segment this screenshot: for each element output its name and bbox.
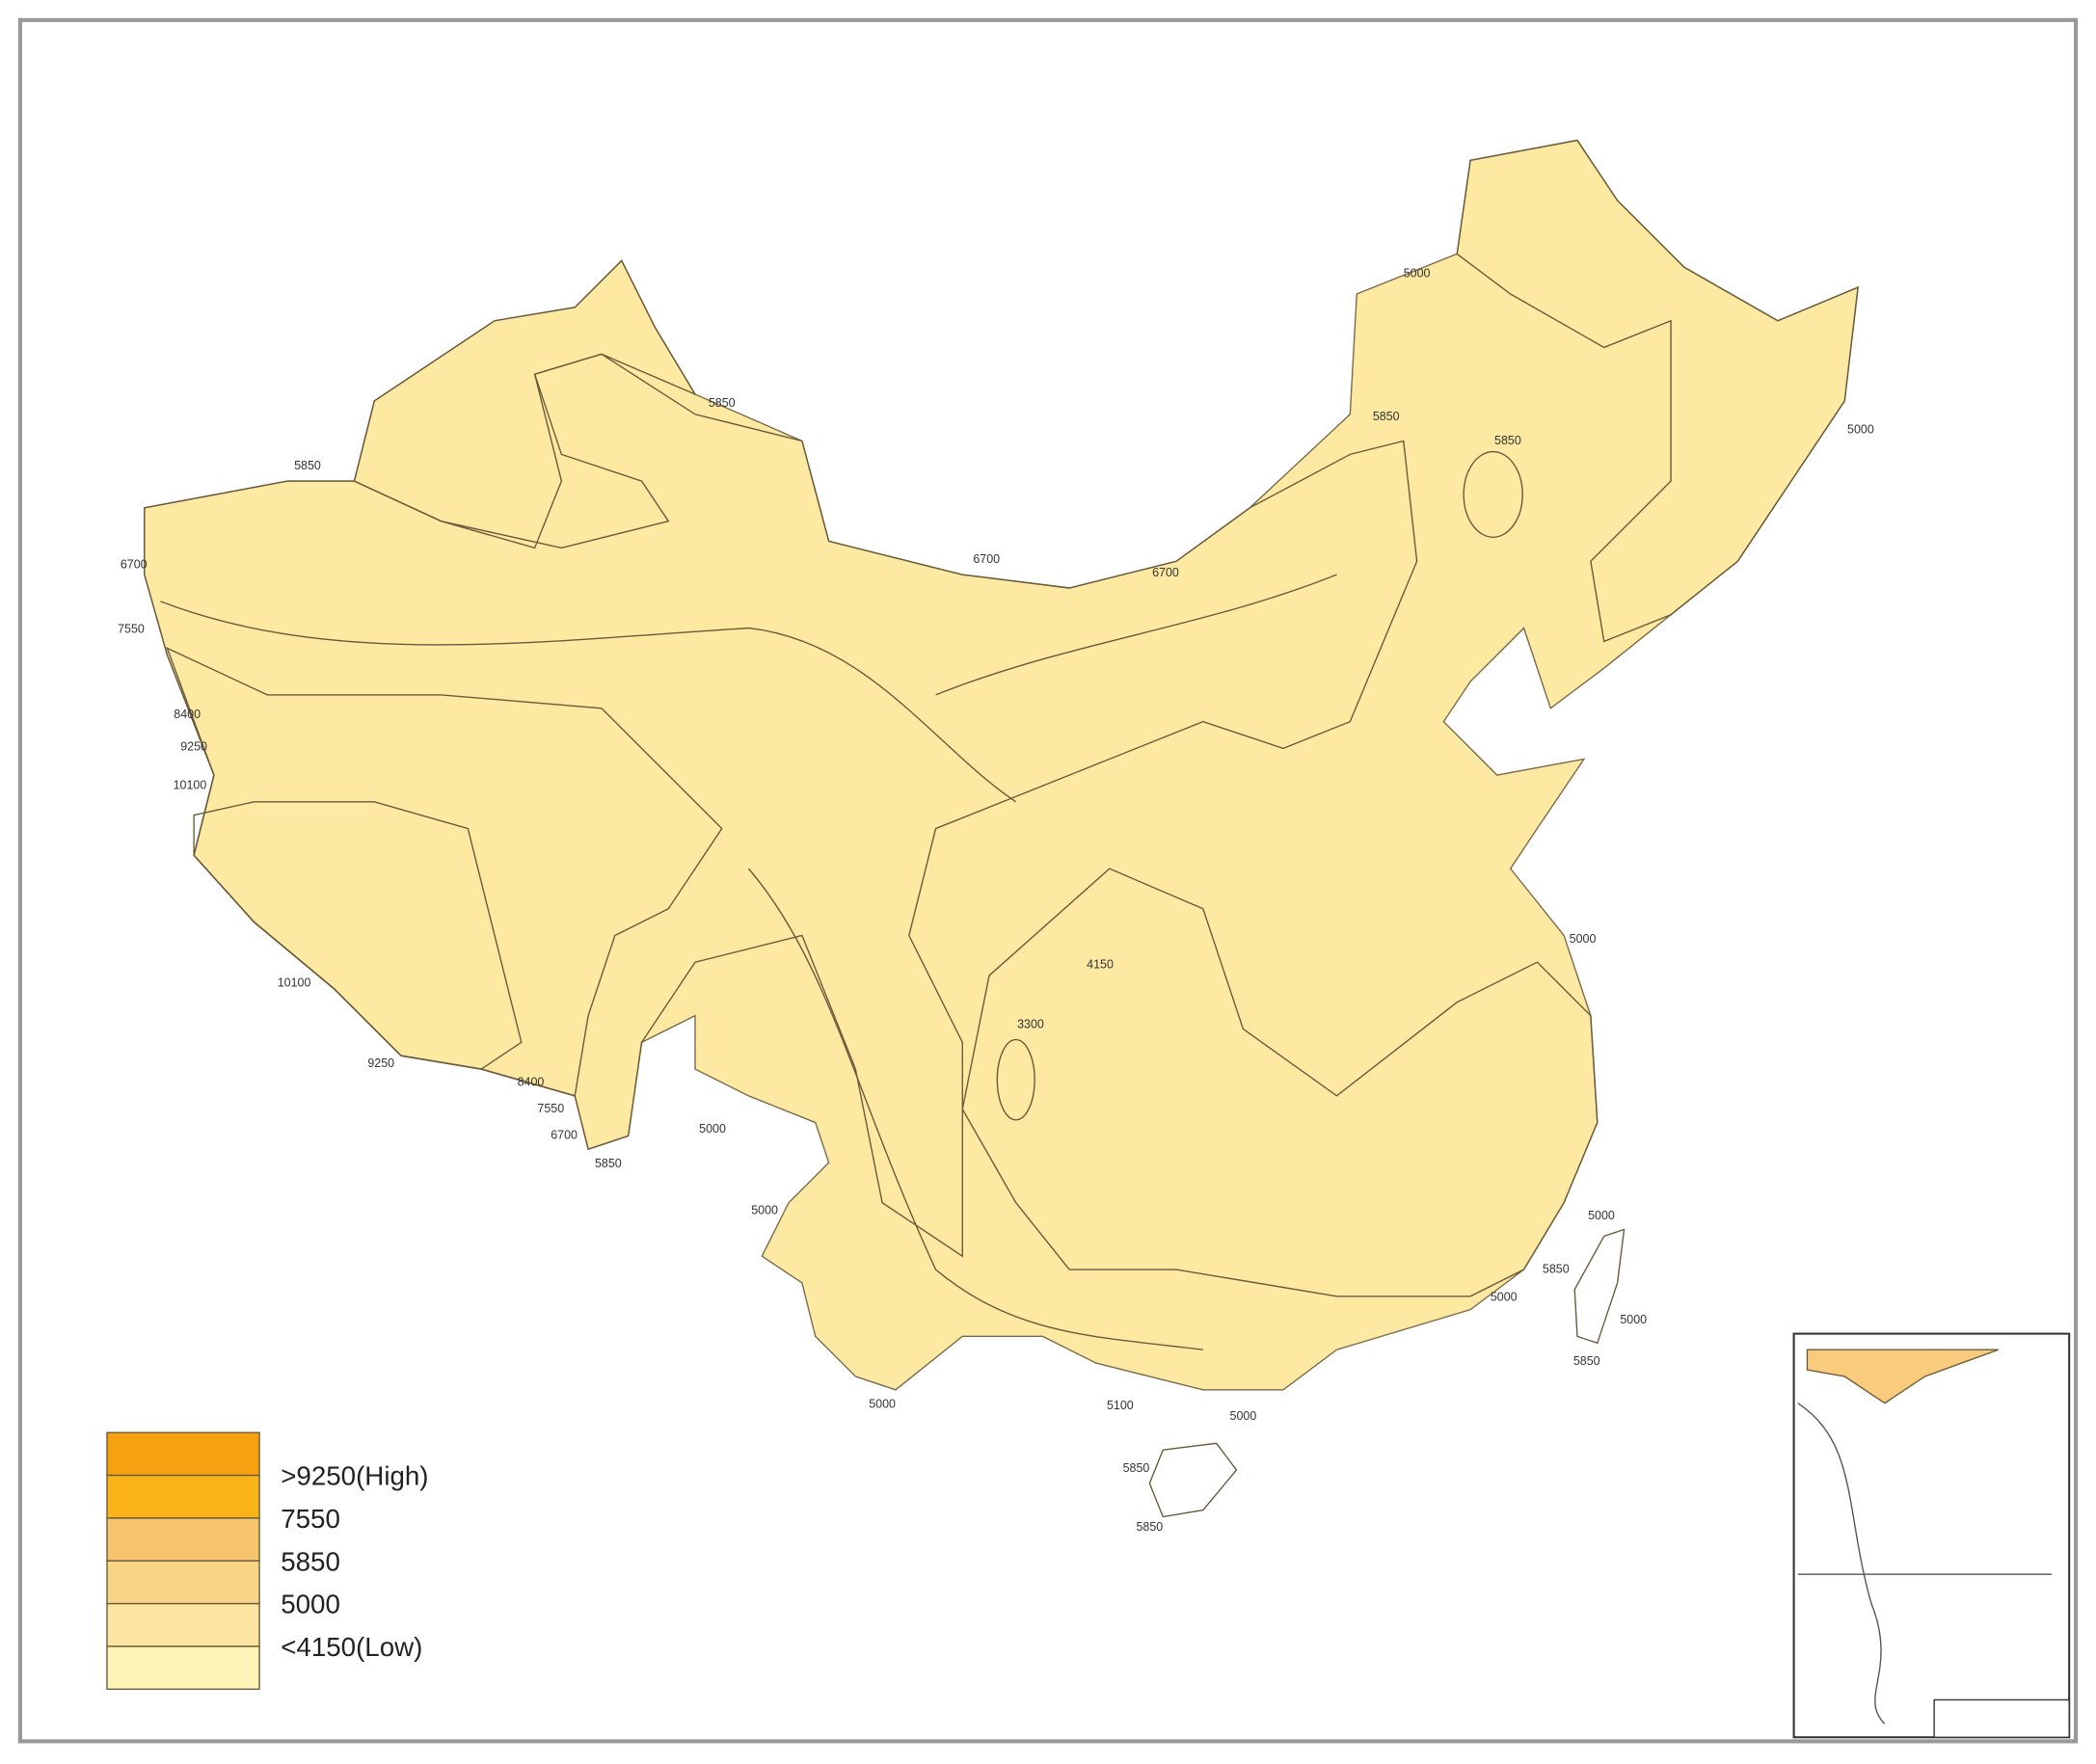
region-9250	[193, 801, 523, 1070]
contour-label: 8400	[518, 1075, 545, 1088]
contour-label: 5000	[1491, 1290, 1518, 1303]
legend-label: 5850	[281, 1546, 340, 1576]
legend-swatch	[106, 1474, 260, 1519]
contour-label: 5000	[1620, 1313, 1647, 1326]
legend-label: 5000	[281, 1590, 340, 1619]
isoline	[747, 868, 1203, 1350]
inset	[1792, 1332, 2071, 1739]
region-northeast-light	[1456, 139, 1859, 643]
contour-label: 6700	[1152, 566, 1179, 579]
china-map	[144, 139, 1859, 1518]
contour-label: 5850	[709, 396, 736, 410]
contour-label: 5850	[1373, 410, 1400, 423]
contour-label: 5850	[1573, 1354, 1600, 1368]
legend-swatch	[106, 1517, 260, 1562]
contour-labels: 5000 5850 5850 5850 5850 5000 6700 6700 6700 7550…	[118, 267, 1874, 1534]
contour-label: 4150	[1087, 957, 1114, 971]
isoline	[935, 574, 1337, 696]
legend-swatch	[106, 1560, 260, 1605]
contour-label: 5000	[751, 1203, 778, 1216]
hainan	[1148, 1442, 1238, 1518]
contour-label: 6700	[551, 1129, 578, 1142]
contour-label: 8400	[174, 708, 201, 721]
contour-label: 9250	[180, 739, 207, 753]
contour-label: 6700	[973, 552, 1000, 566]
legend-label: 7550	[281, 1504, 340, 1534]
contour-label: 5000	[699, 1122, 726, 1136]
contour-label: 7550	[537, 1102, 564, 1115]
inset-box	[1933, 1698, 2070, 1738]
contour-label: 5850	[294, 459, 321, 472]
legend: >9250(High) 7550 5850 5000 <4150(Low)	[106, 1431, 429, 1691]
contour-label: 5850	[595, 1157, 622, 1170]
contour-label: 10100	[278, 976, 311, 990]
region-lightest	[961, 868, 1599, 1297]
contour-label: 9250	[367, 1056, 394, 1070]
taiwan	[1573, 1228, 1626, 1345]
isoline-3300	[996, 1038, 1035, 1121]
contour-label: 5100	[1107, 1399, 1134, 1412]
contour-label: 5000	[1404, 267, 1431, 281]
legend-swatch	[106, 1602, 260, 1647]
contour-label: 5000	[869, 1397, 896, 1410]
region-northwest-light	[353, 259, 697, 549]
contour-label: 5850	[1494, 434, 1521, 447]
contour-label: 5850	[1136, 1520, 1163, 1534]
region-5850-patch	[1463, 450, 1523, 539]
legend-swatch	[106, 1645, 260, 1691]
contour-label: 10100	[174, 778, 207, 791]
contour-label: 6700	[121, 558, 148, 572]
contour-label: 5000	[1230, 1409, 1257, 1423]
isoline	[160, 601, 1017, 803]
contour-label: 5000	[1847, 423, 1874, 437]
contour-label: 5850	[1543, 1262, 1570, 1275]
legend-label: <4150(Low)	[281, 1632, 422, 1662]
legend-label: >9250(High)	[281, 1461, 428, 1491]
contour-label: 5000	[1588, 1209, 1615, 1222]
inset-coast	[1806, 1349, 1999, 1404]
contour-label: 5850	[1123, 1461, 1150, 1475]
contour-label: 3300	[1017, 1018, 1044, 1031]
contour-label: 5000	[1570, 932, 1597, 946]
inset-line	[1797, 1403, 1886, 1724]
legend-swatch	[106, 1431, 260, 1477]
contour-label: 7550	[118, 622, 145, 635]
inset-frame	[1792, 1332, 2071, 1739]
